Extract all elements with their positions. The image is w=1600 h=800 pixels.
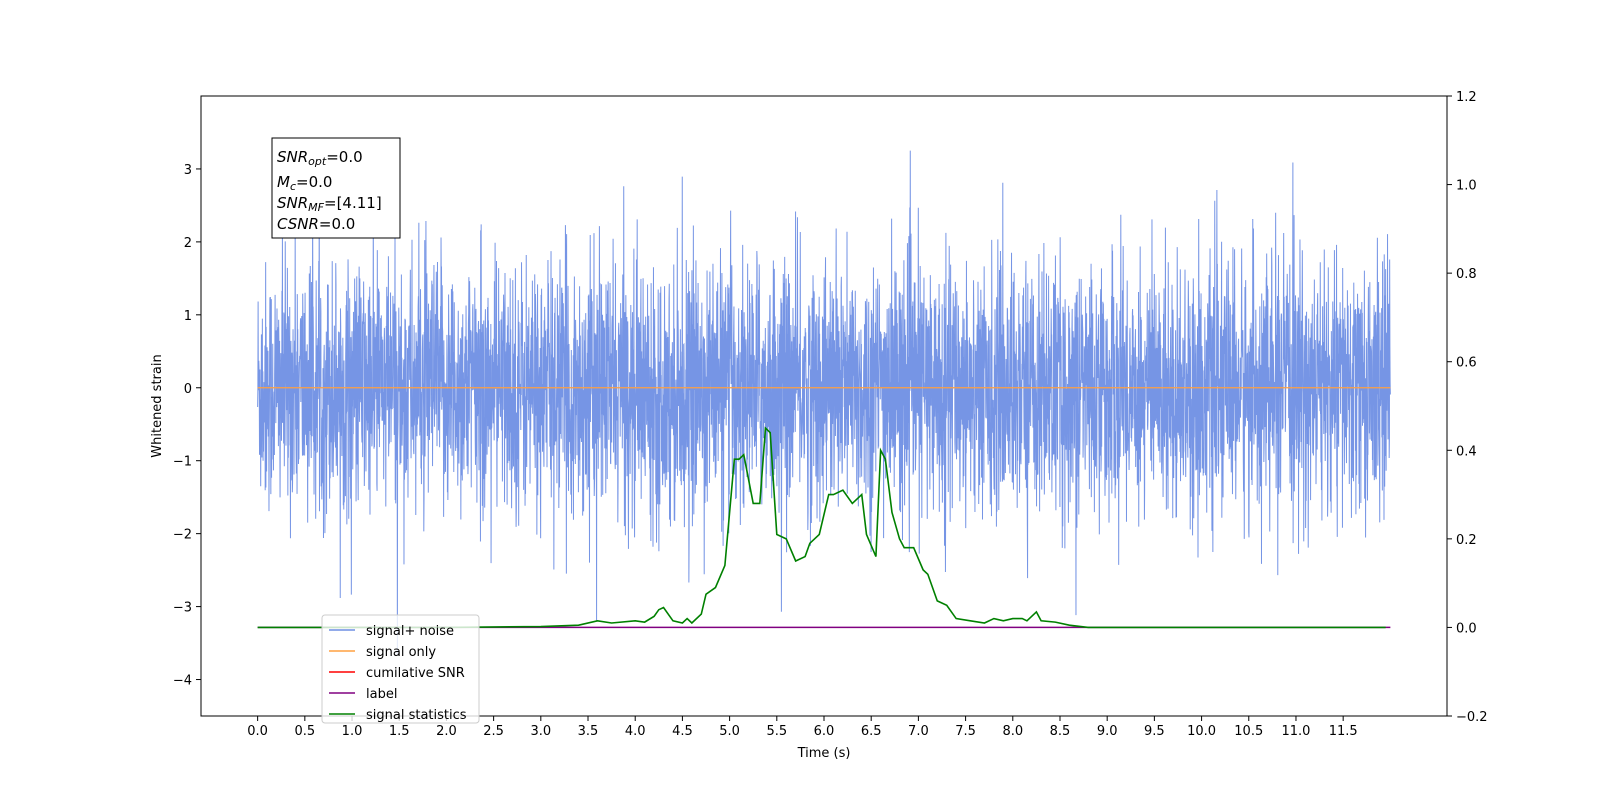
csnr-text: CSNR=0.0 (277, 215, 355, 233)
snr-opt-text: SNRopt=0.0 (277, 148, 363, 168)
x-tick-label: 2.0 (436, 724, 457, 739)
x-tick-label: 10.0 (1187, 724, 1216, 739)
x-tick-label: 3.0 (530, 724, 551, 739)
x-tick-label: 11.5 (1329, 724, 1358, 739)
legend: signal+ noise signal only cumilative SNR la… (321, 614, 480, 724)
y-axis-ticks: 3 2 1 0 −1 −2 −3 −4 (173, 163, 201, 689)
y-tick-label: −1 (173, 455, 192, 470)
x-axis-ticks: 0.0 0.5 1.0 1.5 2.0 2.5 3.0 3.5 4.0 4.5 5.0 5.5 6.0 6… (247, 716, 1358, 739)
x-tick-label: 9.5 (1144, 724, 1165, 739)
x-tick-label: 6.5 (861, 724, 882, 739)
x-tick-label: 6.0 (814, 724, 835, 739)
x-tick-label: 4.5 (672, 724, 693, 739)
x-tick-label: 4.0 (625, 724, 646, 739)
y2-tick-label: 0.0 (1456, 621, 1477, 636)
legend-label: signal only (366, 645, 436, 660)
y2-tick-label: 0.8 (1456, 267, 1477, 282)
x-tick-label: 10.5 (1234, 724, 1263, 739)
y2-tick-label: −0.2 (1456, 710, 1488, 725)
x-tick-label: 9.0 (1097, 724, 1118, 739)
legend-label: label (366, 687, 397, 702)
legend-box (321, 614, 480, 724)
x-tick-label: 0.0 (247, 724, 268, 739)
y2-tick-label: 1.0 (1456, 179, 1477, 194)
y-tick-label: 3 (184, 163, 192, 178)
series-layer (257, 150, 1391, 655)
y-tick-label: 1 (184, 309, 192, 324)
legend-label: cumilative SNR (366, 666, 465, 681)
x-tick-label: 7.0 (908, 724, 929, 739)
y-tick-label: −3 (173, 601, 192, 616)
stats-annotation-box (271, 137, 401, 239)
series-signal-statistics-line (257, 426, 1386, 629)
y2-axis-ticks: 1.2 1.0 0.8 0.6 0.4 0.2 0.0 −0.2 (1447, 90, 1488, 725)
legend-entries: signal+ noise signal only cumilative SNR la… (329, 624, 467, 723)
snr-mf-text: SNRMF=[4.11] (277, 194, 382, 214)
y-axis-label: Whitened strain (150, 354, 165, 457)
x-tick-label: 1.0 (342, 724, 363, 739)
y-tick-label: 0 (184, 382, 192, 397)
y2-tick-label: 0.4 (1456, 444, 1477, 459)
x-tick-label: 11.0 (1281, 724, 1310, 739)
x-tick-label: 3.5 (578, 724, 599, 739)
x-tick-label: 8.5 (1050, 724, 1071, 739)
x-tick-label: 5.5 (766, 724, 787, 739)
legend-label: signal statistics (366, 708, 467, 723)
stats-annotation: SNRopt=0.0 Mc=0.0 SNRMF=[4.11] CSNR=0.0 (271, 137, 401, 239)
x-tick-label: 5.0 (719, 724, 740, 739)
x-tick-label: 2.5 (483, 724, 504, 739)
y2-tick-label: 0.2 (1456, 533, 1477, 548)
series-signal-noise-line (257, 150, 1391, 655)
x-tick-label: 8.0 (1002, 724, 1023, 739)
x-tick-label: 1.5 (389, 724, 410, 739)
y-tick-label: 2 (184, 236, 192, 251)
y-tick-label: −4 (173, 674, 192, 689)
x-axis-label: Time (s) (797, 746, 851, 761)
y2-tick-label: 1.2 (1456, 90, 1477, 105)
mc-text: Mc=0.0 (277, 173, 332, 193)
x-tick-label: 7.5 (955, 724, 976, 739)
x-tick-label: 0.5 (294, 724, 315, 739)
y-tick-label: −2 (173, 528, 192, 543)
legend-label: signal+ noise (366, 624, 454, 639)
y2-tick-label: 0.6 (1456, 356, 1477, 371)
